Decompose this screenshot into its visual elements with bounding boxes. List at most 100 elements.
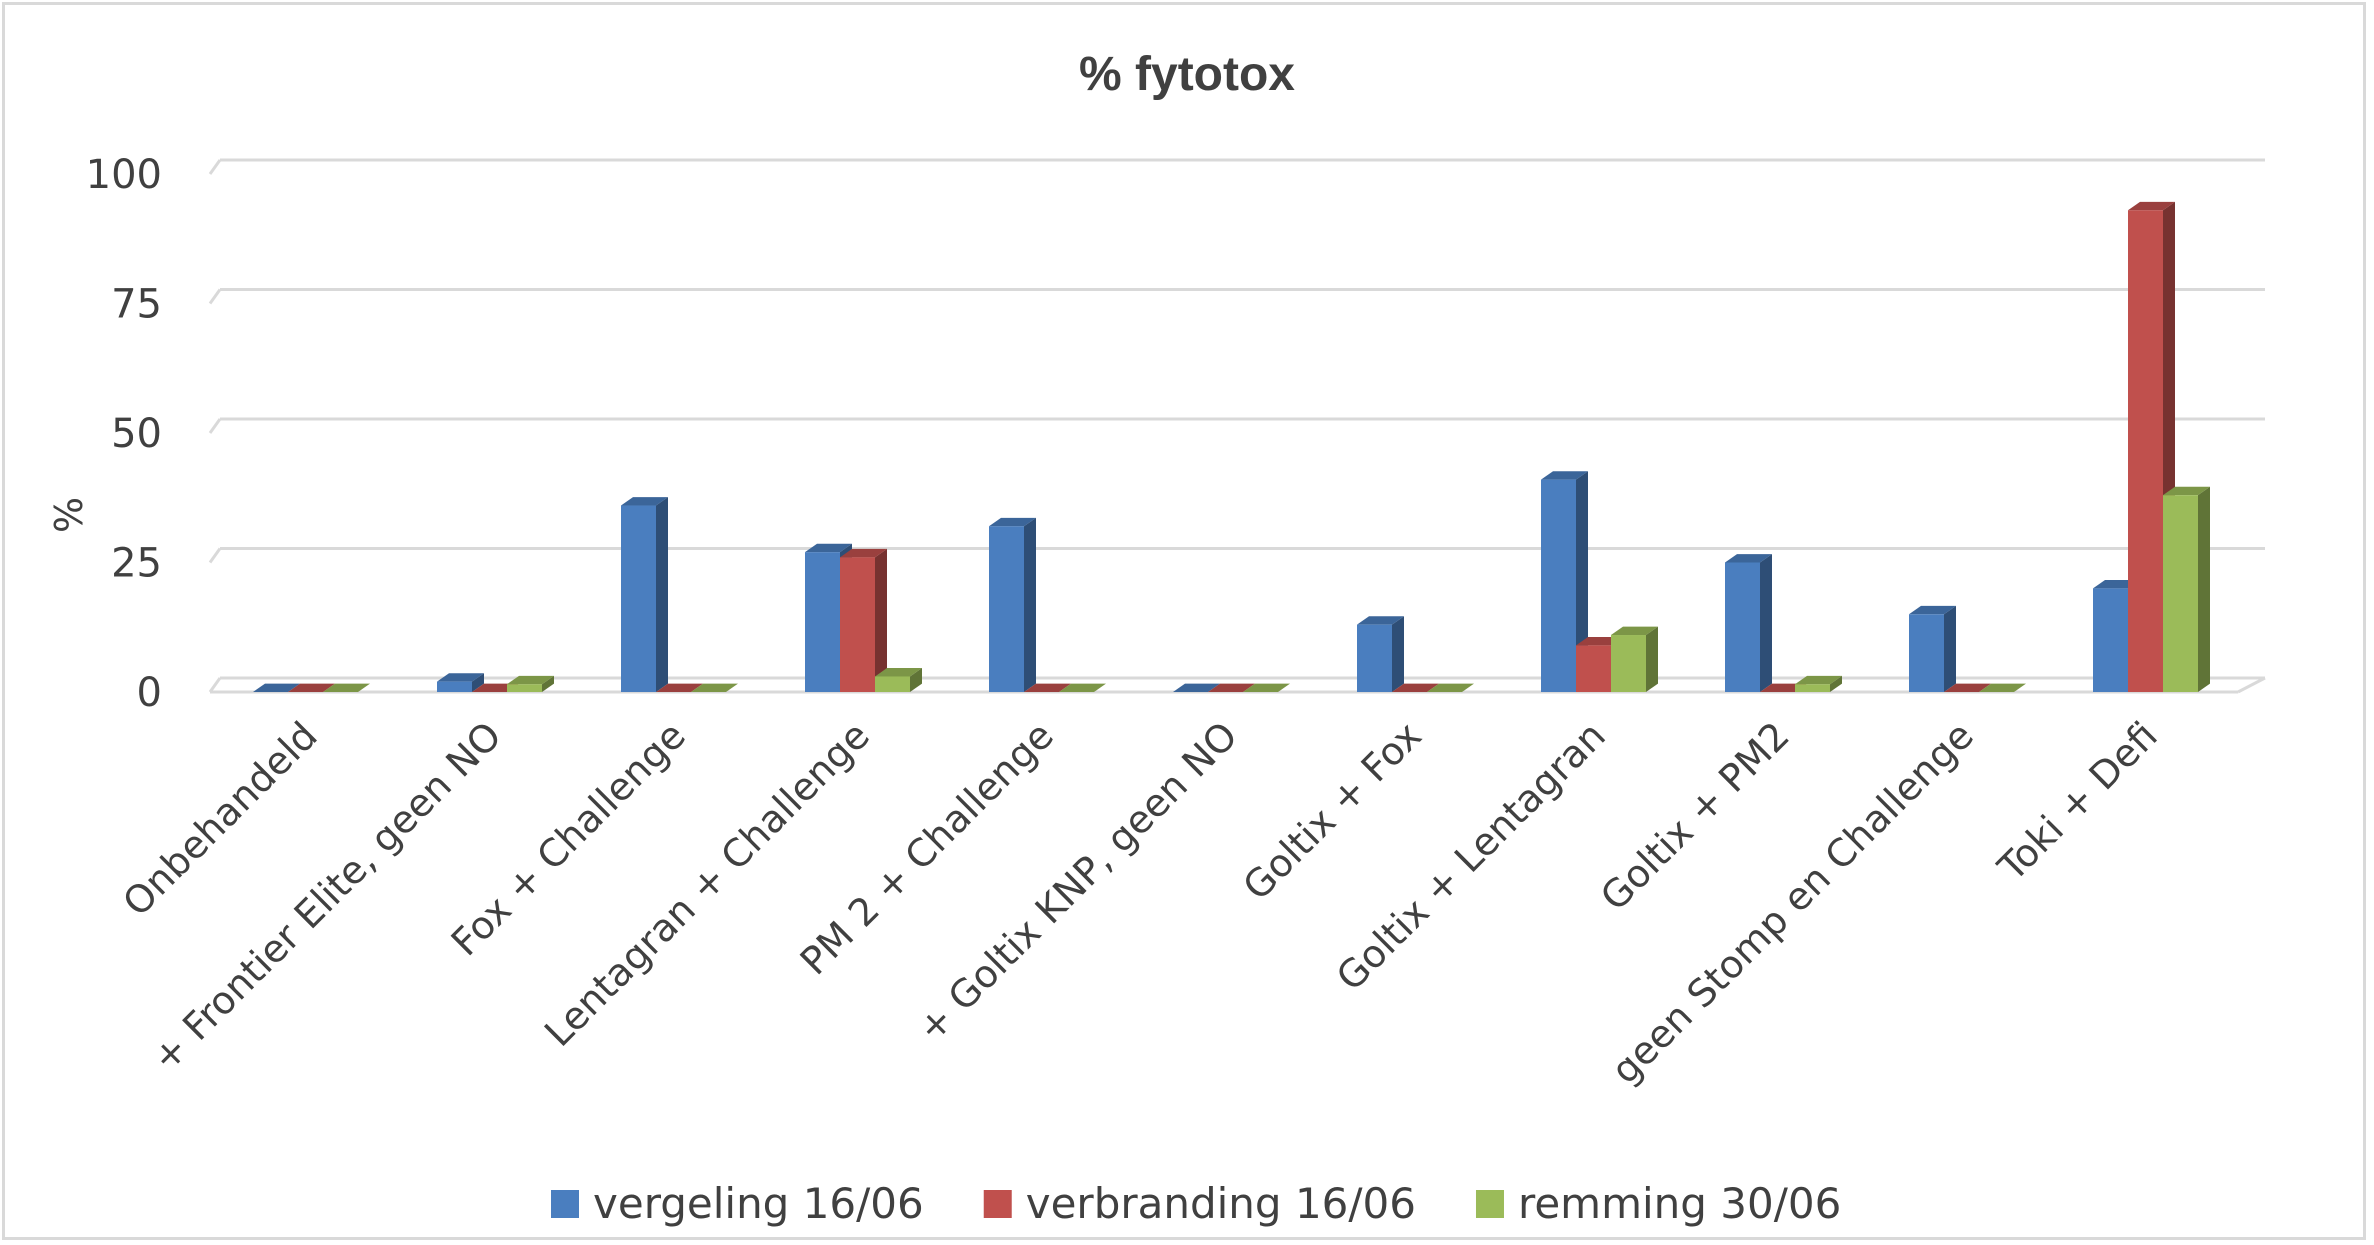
- bar-top: [323, 683, 370, 692]
- legend: vergeling 16/06 verbranding 16/06 remming …: [551, 1179, 1841, 1228]
- bar-side: [1760, 554, 1772, 692]
- bar-top: [989, 517, 1036, 527]
- bar: [691, 683, 738, 693]
- floor-left-edge: [208, 677, 222, 693]
- bar-side: [875, 548, 887, 692]
- bar: [288, 683, 335, 693]
- bar-top: [437, 673, 484, 682]
- bar: [1611, 626, 1658, 692]
- bar: [1173, 683, 1220, 693]
- legend-swatch: [983, 1190, 1012, 1218]
- legend-item: vergeling 16/06: [551, 1179, 924, 1228]
- bar: [437, 673, 484, 692]
- bar-side: [2198, 486, 2210, 692]
- bar-top: [805, 543, 852, 553]
- y-tick-label: 25: [111, 541, 162, 587]
- bar-side: [1646, 626, 1658, 692]
- bar-top: [1392, 683, 1439, 692]
- bar: [1427, 683, 1474, 693]
- bar: [253, 683, 300, 693]
- bar-side: [1024, 517, 1036, 692]
- legend-swatch: [551, 1190, 579, 1218]
- bar-side: [910, 668, 922, 692]
- legend-swatch: [1475, 1190, 1504, 1218]
- bar: [840, 548, 887, 692]
- bar-top: [1611, 626, 1658, 636]
- x-tick-label: + Goltix KNP, geen NO: [909, 713, 1246, 1050]
- bar: [875, 668, 922, 692]
- bar: [656, 683, 703, 693]
- bars: [253, 201, 2210, 693]
- bar-top: [1243, 683, 1290, 692]
- bar-front: [2163, 495, 2198, 692]
- x-tick-label: Lentagran + Challenge: [536, 713, 878, 1055]
- bar: [1725, 554, 1772, 692]
- bar-front: [437, 681, 472, 692]
- bar-top: [621, 497, 668, 506]
- bar-top: [507, 675, 554, 685]
- x-tick-label: Onbehandeld: [114, 713, 326, 925]
- bar-top: [288, 683, 335, 692]
- bar-side: [472, 673, 484, 692]
- bar-side: [1576, 471, 1588, 692]
- bar-front: [507, 684, 542, 692]
- bar: [1909, 605, 1956, 692]
- bar-front: [1909, 614, 1944, 692]
- y-tick-label: 100: [86, 152, 162, 198]
- bar-front: [1576, 645, 1611, 692]
- bar-front: [621, 505, 656, 692]
- x-tick-label: geen Stomp en Challenge: [1603, 713, 1982, 1092]
- bar-top: [656, 683, 703, 692]
- gridline-side: [208, 547, 222, 564]
- bar-top: [1173, 683, 1220, 692]
- bar: [1243, 683, 1290, 693]
- bar: [989, 517, 1036, 692]
- gridlines: [208, 158, 2266, 694]
- bar-front: [1725, 562, 1760, 692]
- bar-top: [840, 548, 887, 558]
- gridline-side: [208, 159, 222, 175]
- bar-side: [656, 497, 668, 692]
- bar: [323, 683, 370, 693]
- bar: [1059, 683, 1106, 693]
- bar-side: [1392, 616, 1404, 692]
- bar-top: [1024, 683, 1071, 692]
- chart-title: % fytotox: [1079, 48, 1295, 101]
- bar-front: [1611, 635, 1646, 692]
- bar-front: [1357, 624, 1392, 692]
- bar-front: [989, 526, 1024, 692]
- bar-top: [1208, 683, 1255, 692]
- legend-item: verbranding 16/06: [983, 1179, 1416, 1228]
- bar-top: [253, 683, 300, 692]
- y-tick-label: 0: [137, 670, 162, 716]
- x-tick-label: Toki + Defi: [1989, 713, 2166, 890]
- x-tick-label: Goltix + PM2: [1592, 713, 1798, 919]
- bar-top: [875, 668, 922, 677]
- bar-top: [1979, 683, 2026, 692]
- bar: [1541, 471, 1588, 692]
- gridline-side: [208, 418, 222, 434]
- legend-label: remming 30/06: [1518, 1179, 1841, 1228]
- bar: [1795, 675, 1842, 692]
- legend-label: vergeling 16/06: [593, 1179, 924, 1228]
- bar: [1392, 683, 1439, 693]
- bar-top: [2163, 486, 2210, 496]
- floor-right-edge: [2237, 676, 2266, 694]
- bar-side: [1830, 675, 1842, 692]
- x-tick-label: Goltix + Fox: [1235, 713, 1430, 908]
- bar-top: [691, 683, 738, 692]
- bar-top: [1427, 683, 1474, 692]
- bar: [1024, 683, 1071, 693]
- bar: [2163, 486, 2210, 692]
- bar-top: [1357, 616, 1404, 625]
- bar: [1944, 683, 1991, 693]
- bar-top: [1795, 675, 1842, 685]
- bar: [507, 675, 554, 692]
- y-tick-label: 50: [111, 411, 162, 457]
- bar-top: [1725, 554, 1772, 563]
- bar-side: [1944, 605, 1956, 692]
- bar-front: [1541, 479, 1576, 692]
- bar-front: [805, 552, 840, 692]
- bar-top: [1944, 683, 1991, 692]
